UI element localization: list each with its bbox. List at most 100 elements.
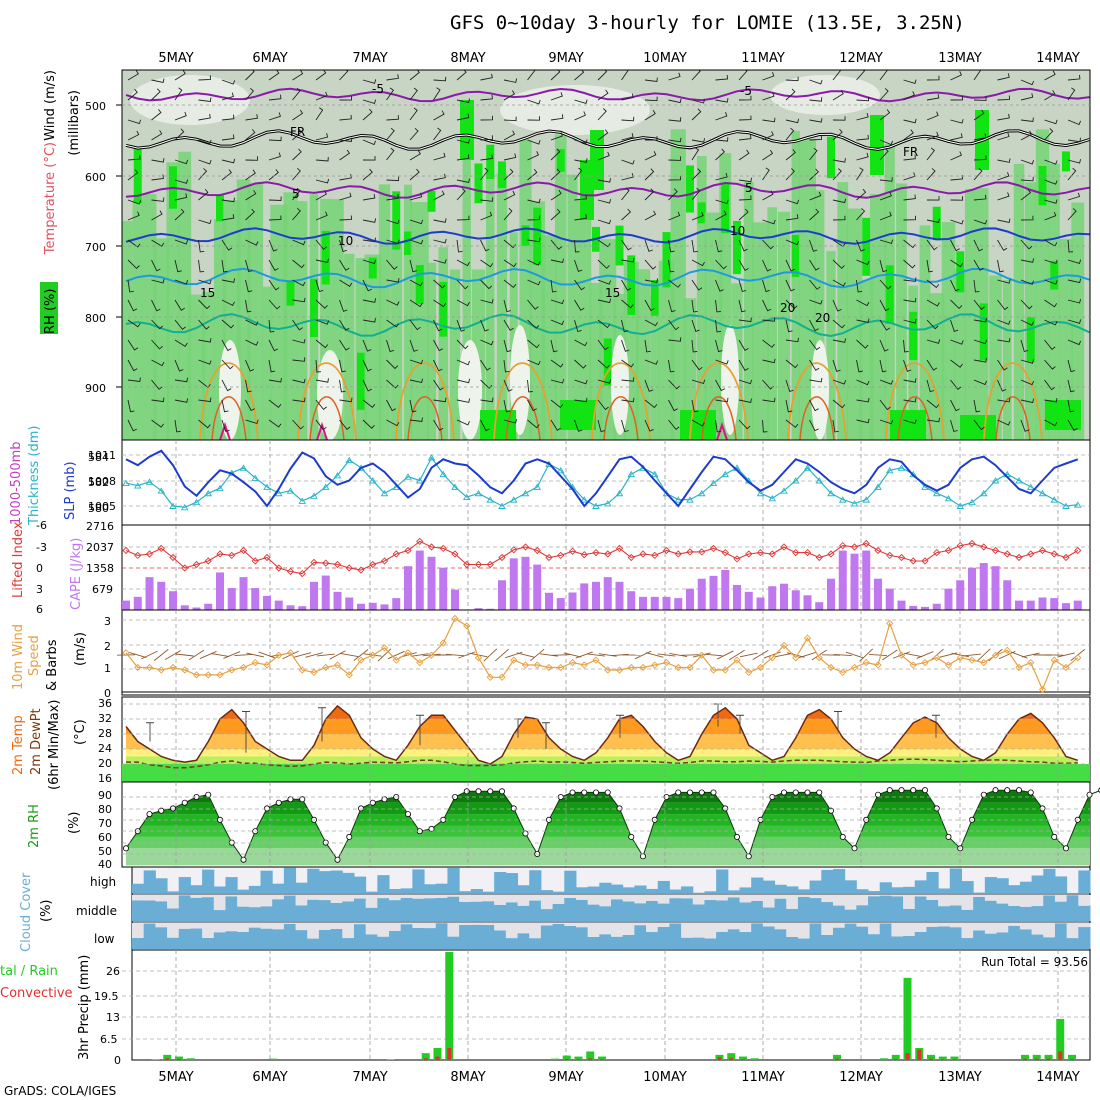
- wind-point-80: [1062, 663, 1070, 672]
- cloud-gap-1-35: [540, 895, 554, 910]
- cape-bar-43: [627, 591, 636, 610]
- wind-barb-10: [234, 654, 253, 656]
- cloud-high-20: [365, 891, 378, 893]
- upper-barb-60-2: [832, 116, 846, 121]
- upper-barb-22-2: [386, 115, 399, 121]
- cloud-low-6: [202, 937, 215, 949]
- cloud-gap-1-8: [225, 895, 238, 897]
- cloud-gap-2-4: [178, 923, 191, 929]
- upper-barb-8-1: [221, 92, 234, 101]
- cloud-low-9: [237, 931, 250, 949]
- rh-column-45: [650, 295, 660, 440]
- upper-barb-0-11: [127, 299, 138, 312]
- upper-barb-46-15: [668, 379, 680, 390]
- bottom-date-14may: 14MAY: [1036, 1070, 1080, 1085]
- upper-barb-48-1: [691, 98, 706, 104]
- li-point-59: [815, 553, 823, 562]
- upper-barb-74-10: [997, 279, 1011, 284]
- upper-barb-56-15: [785, 379, 794, 392]
- cloud-high-22: [389, 889, 402, 893]
- thickness-point-32: [498, 502, 506, 509]
- precip-conv-70: [952, 1059, 957, 1060]
- upper-barb-10-8: [245, 239, 259, 246]
- cloud-gap-2-5: [190, 923, 203, 929]
- thickness-point-47: [674, 496, 683, 503]
- rh-column-38: [567, 174, 578, 440]
- thickness-point-3: [157, 487, 166, 494]
- cloud-gap-1-21: [377, 895, 390, 899]
- upper-barb-26-2: [433, 110, 445, 121]
- cape-bar-14: [286, 605, 295, 610]
- rh-ylabel-unit: (%): [67, 812, 82, 835]
- upper-barb-80-15: [1067, 379, 1075, 393]
- upper-rh-shading: [122, 70, 1090, 440]
- upper-barb-54-0: [762, 72, 775, 81]
- upper-barb-34-15: [527, 379, 533, 393]
- upper-barb-64-15: [879, 379, 894, 385]
- upper-barb-76-4: [1020, 159, 1035, 165]
- rh-core-14: [286, 280, 295, 306]
- rh-point-58: [804, 789, 811, 796]
- upper-barb-62-10: [856, 279, 863, 293]
- isotherm-25-loop-0: [199, 362, 259, 440]
- cloud-low-75: [1008, 925, 1021, 949]
- upper-barb-74-17: [997, 419, 1011, 426]
- rh-point-5: [181, 799, 188, 806]
- upper-barb-12-2: [268, 112, 281, 121]
- cape-bar-13: [274, 600, 283, 610]
- cape-bar-33: [509, 558, 518, 610]
- upper-barb-32-9: [503, 259, 517, 268]
- rh-point-18: [334, 856, 341, 863]
- precip-conv-27: [447, 1048, 452, 1060]
- rh-tick-40: 40: [98, 858, 112, 871]
- rh-point-22: [381, 796, 388, 803]
- rh-upper-dry-0: [130, 75, 250, 125]
- rh-column-80: [1059, 238, 1073, 440]
- rh-column-37: [554, 133, 567, 440]
- upper-barb-74-13: [997, 337, 1011, 343]
- rh-core-57: [791, 234, 800, 278]
- cloud-mid-6: [202, 897, 215, 921]
- cloud-gap-2-69: [938, 923, 951, 927]
- cloud-mid-43: [634, 903, 647, 921]
- upper-barb-10-5: [245, 169, 256, 181]
- upper-barb-62-1: [856, 96, 870, 102]
- cloud-gap-2-63: [868, 923, 881, 935]
- cloud-high-77: [1031, 875, 1044, 893]
- rh-point-77: [1027, 789, 1034, 796]
- cloud-gap-1-38: [575, 895, 589, 900]
- upper-barb-20-9: [362, 259, 377, 265]
- rh-tick-70: 70: [98, 817, 112, 830]
- cloud-mid-28: [459, 901, 472, 921]
- li-point-52: [733, 555, 741, 563]
- upper-barb-68-2: [926, 111, 939, 121]
- rh-point-52: [734, 833, 741, 840]
- upper-barb-12-8: [268, 239, 278, 252]
- wind-point-59: [815, 654, 823, 662]
- upper-barb-30-8: [480, 239, 490, 252]
- cloud-mid-16: [318, 900, 332, 921]
- thickness-point-27: [439, 470, 448, 478]
- upper-barb-14-4: [292, 148, 302, 161]
- upper-barb-52-12: [738, 317, 752, 323]
- wind-barb-54: [752, 650, 769, 660]
- upper-barb-64-9: [879, 259, 888, 273]
- cloud-high-12: [272, 883, 285, 893]
- temp-tick-28: 28: [98, 727, 112, 740]
- upper-barb-24-10: [409, 279, 423, 287]
- upper-barb-70-7: [950, 219, 964, 225]
- cloud-mid-12: [272, 899, 285, 921]
- upper-barb-52-4: [738, 149, 750, 161]
- upper-barb-80-13: [1067, 339, 1082, 346]
- wind-barb-2: [141, 650, 158, 660]
- cloud-low-55: [774, 929, 787, 949]
- cloud-low-61: [844, 923, 857, 949]
- upper-barb-50-4: [715, 148, 726, 161]
- cloud-gap-2-44: [646, 923, 659, 933]
- upper-barb-8-2: [221, 114, 235, 121]
- wind-ylabel-unit: (m/s): [73, 632, 88, 666]
- cloud-low-70: [949, 927, 962, 949]
- precip-total-27: [445, 952, 454, 1060]
- upper-barb-62-11: [856, 299, 870, 307]
- thickness-point-12: [263, 483, 271, 490]
